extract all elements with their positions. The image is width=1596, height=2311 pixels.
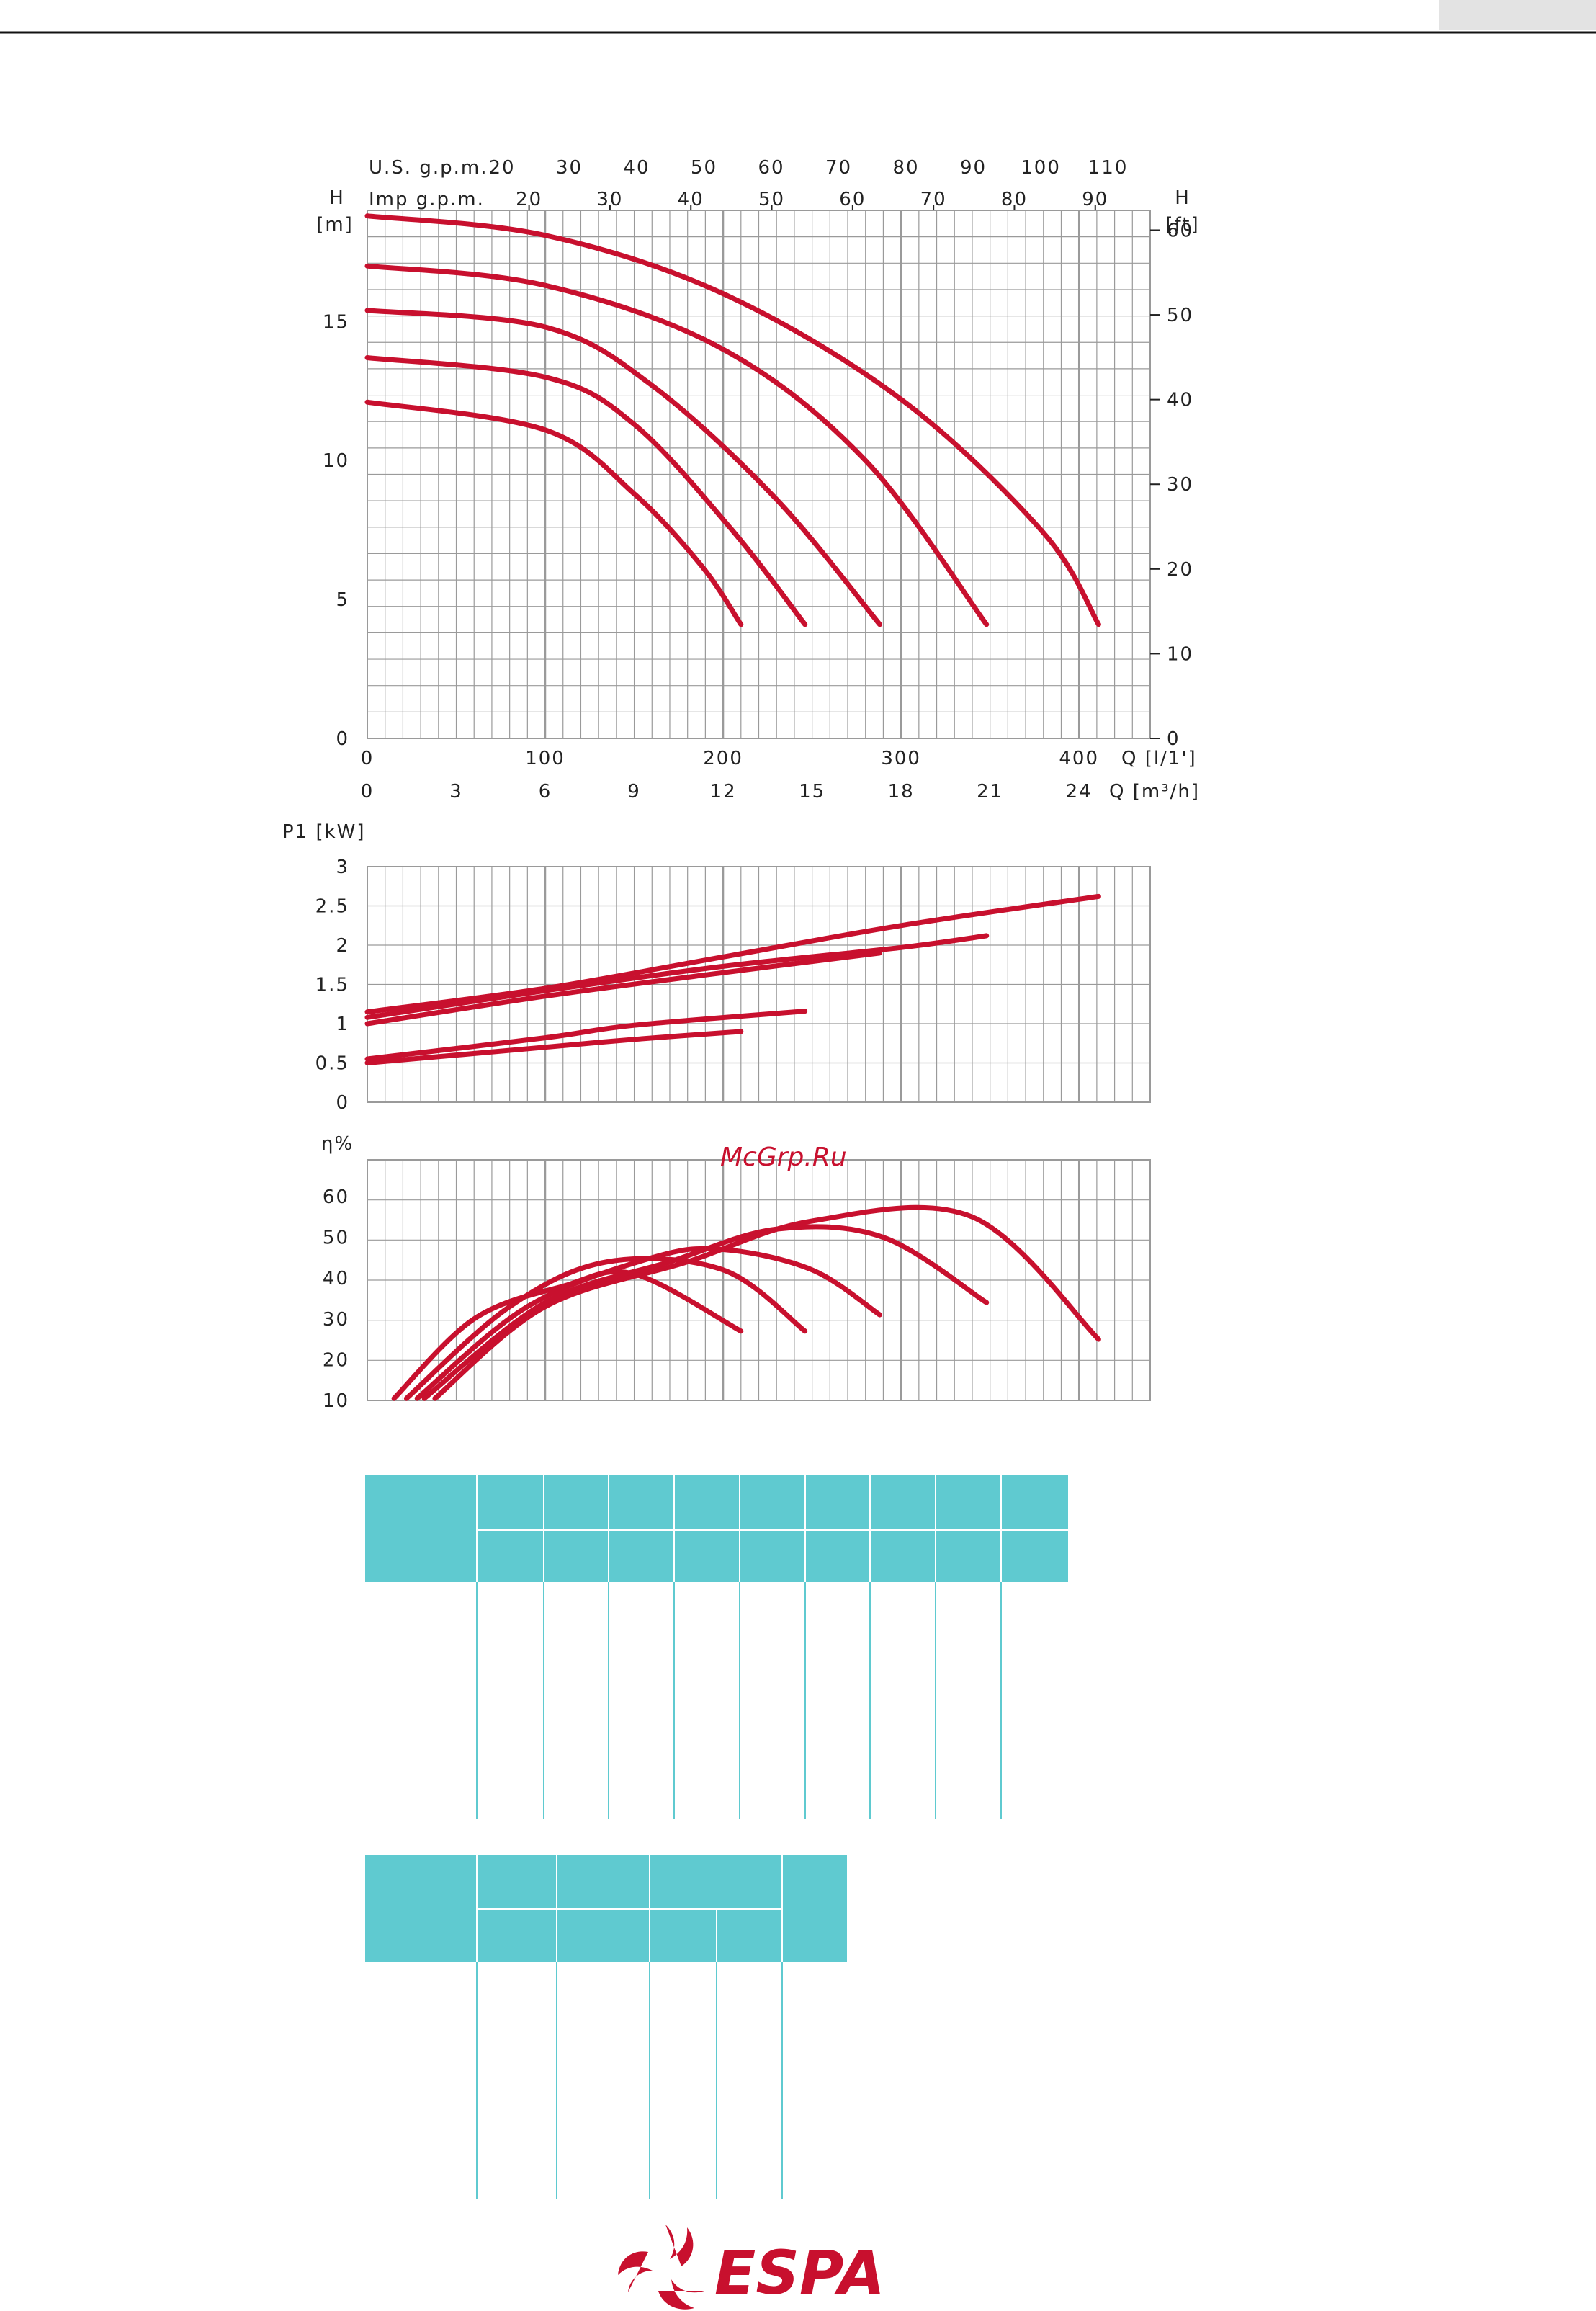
x-top-tick-label: 40 <box>623 157 650 179</box>
power-y-tick-label: 3 <box>336 857 349 878</box>
x-tick-label: 300 <box>881 748 921 769</box>
watermark: McGrp.Ru <box>720 1143 847 1172</box>
y-right-tick-label: 20 <box>1167 559 1193 581</box>
power-y-tick-label: 1.5 <box>315 975 349 996</box>
x-tick-label: 200 <box>703 748 743 769</box>
espa-logo: ESPA <box>618 2225 885 2310</box>
y-axis-label-unit: [m] <box>316 214 354 236</box>
x-tick-label: 100 <box>525 748 565 769</box>
y-right-tick-label: 60 <box>1167 220 1193 241</box>
y-tick-label: 5 <box>336 589 349 611</box>
spec-table-1 <box>365 1475 1068 1819</box>
power-curve-2 <box>364 933 990 1020</box>
y-right-tick-label: 30 <box>1167 474 1193 496</box>
power-curve-5 <box>364 1029 744 1065</box>
efficiency-y-tick-label: 10 <box>323 1390 349 1412</box>
efficiency-y-tick-label: 40 <box>323 1268 349 1289</box>
head-curve-3 <box>364 308 882 627</box>
x-axis-label: Q [l/1'] <box>1121 748 1197 769</box>
x-top-tick-label: 90 <box>960 157 987 179</box>
power-curve-1 <box>364 893 1101 1015</box>
x-tick-label: 21 <box>977 781 1003 803</box>
power-y-axis-label: P1 [kW] <box>282 821 366 843</box>
x-tick-label: 12 <box>710 781 737 803</box>
x-tick-label: 6 <box>539 781 552 803</box>
power-y-tick-label: 0.5 <box>315 1053 349 1075</box>
x-tick-label: 24 <box>1066 781 1093 803</box>
efficiency-curve-2 <box>421 1224 990 1401</box>
y-right-tick-label: 50 <box>1167 305 1193 326</box>
corner-tab <box>1439 0 1596 30</box>
head-curve-1 <box>364 213 1101 627</box>
efficiency-y-tick-label: 20 <box>323 1349 349 1371</box>
x-top-tick-label: 110 <box>1088 157 1129 179</box>
power-y-tick-label: 1 <box>336 1014 349 1035</box>
x-tick-label: 3 <box>449 781 463 803</box>
efficiency-chart: 10 20 30 40 50 60 η% <box>321 1133 1151 1412</box>
head-curve-2 <box>364 263 990 627</box>
y-right-tick-label: 40 <box>1167 390 1193 411</box>
head-curve-4 <box>364 355 808 627</box>
power-y-tick-label: 2 <box>336 935 349 957</box>
x-tick-label: 400 <box>1059 748 1099 769</box>
power-y-tick-label: 2.5 <box>315 896 349 918</box>
efficiency-curve-5 <box>391 1269 744 1401</box>
efficiency-curve-4 <box>403 1256 808 1401</box>
efficiency-y-axis-label: η% <box>321 1133 354 1155</box>
x-tick-label: 0 <box>361 748 375 769</box>
x-top-tick-label: 80 <box>893 157 920 179</box>
x-top-tick-label: 20 <box>488 157 515 179</box>
power-curve-3 <box>364 950 882 1027</box>
x-tick-label: 18 <box>888 781 915 803</box>
y-tick-label: 0 <box>336 728 349 750</box>
efficiency-curve-1 <box>432 1204 1101 1401</box>
head-curve-5 <box>364 399 744 627</box>
spec-table-2 <box>365 1855 847 2199</box>
efficiency-y-tick-label: 50 <box>323 1228 349 1249</box>
x-top-tick-label: 60 <box>758 157 784 179</box>
y-tick-label: 10 <box>323 450 349 472</box>
power-y-tick-label: 0 <box>336 1092 349 1114</box>
efficiency-y-tick-label: 60 <box>323 1186 349 1208</box>
x-tick-label: 0 <box>361 781 375 803</box>
x-top-tick-label: 100 <box>1021 157 1061 179</box>
x-top-axis-label: U.S. g.p.m. <box>369 157 488 179</box>
x-tick-label: 9 <box>627 781 641 803</box>
y-right-tick-label: 10 <box>1167 643 1193 665</box>
x-top-tick-label: 70 <box>825 157 852 179</box>
espa-swirl-icon <box>618 2225 704 2310</box>
x-axis-label: Q [m³/h] <box>1109 781 1200 803</box>
efficiency-curve-3 <box>414 1246 882 1401</box>
efficiency-y-tick-label: 30 <box>323 1309 349 1331</box>
y-tick-label: 15 <box>323 311 349 333</box>
power-chart: 0 0.5 1 1.5 2 2.5 3 P1 [kW] <box>282 821 1151 1114</box>
x-tick-label: 15 <box>799 781 825 803</box>
y-right-axis-label: [ft] <box>1165 214 1199 236</box>
x-top-axis-label: Imp g.p.m. <box>369 189 485 210</box>
y-right-axis-label: H <box>1175 187 1191 209</box>
x-top-tick-label: 50 <box>691 157 717 179</box>
x-top-tick-label: 30 <box>556 157 583 179</box>
y-right-tick-label: 0 <box>1167 728 1180 750</box>
y-axis-label-unit: H <box>329 187 345 209</box>
logo-text: ESPA <box>714 2238 885 2308</box>
power-curve-4 <box>364 1009 808 1062</box>
